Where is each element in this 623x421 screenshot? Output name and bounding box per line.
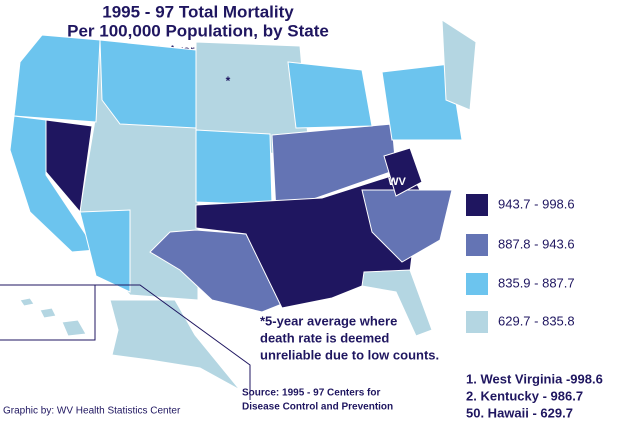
state-region <box>39 307 57 319</box>
state-region <box>361 269 433 337</box>
legend-swatch <box>466 273 488 295</box>
title: 1995 - 97 Total Mortality <box>102 2 294 21</box>
legend-label: 835.9 - 887.7 <box>498 275 575 290</box>
state-region <box>61 319 87 337</box>
hawaii-inset-border <box>0 284 96 341</box>
state-region <box>381 63 463 141</box>
state-region <box>361 189 453 263</box>
legend-swatch <box>466 234 488 256</box>
legend-label: 943.7 - 998.6 <box>498 196 575 211</box>
note-line: *5-year average where <box>260 313 397 328</box>
state-region <box>99 39 197 129</box>
legend-label: 629.7 - 835.8 <box>498 313 575 328</box>
note-line: unreliable due to low counts. <box>260 347 439 362</box>
note-line: death rate is deemed <box>260 330 389 345</box>
map-label: * <box>226 74 231 88</box>
source-line: Disease Control and Prevention <box>242 402 393 413</box>
subtitle: Per 100,000 Population, by State <box>67 21 329 40</box>
state-region <box>13 34 101 123</box>
legend-swatch <box>466 194 488 216</box>
state-region <box>109 299 241 391</box>
state-region <box>79 209 131 293</box>
legend-label: 887.8 - 943.6 <box>498 236 575 251</box>
state-region <box>19 297 35 307</box>
ranking: 50. Hawaii - 629.7 <box>466 405 573 420</box>
state-region <box>383 147 423 197</box>
ranking: 1. West Virginia -998.6 <box>466 371 603 386</box>
states <box>9 19 477 391</box>
credit: Graphic by: WV Health Statistics Center <box>3 406 181 417</box>
legend-swatch <box>466 311 488 333</box>
state-region <box>195 129 273 206</box>
state-region <box>441 19 477 111</box>
ranking: 2. Kentucky - 986.7 <box>466 388 583 403</box>
legend: 943.7 - 998.6 887.8 - 943.6 835.9 - 887.7 6… <box>466 194 575 333</box>
source-line: Source: 1995 - 97 Centers for <box>242 388 380 399</box>
state-region <box>287 61 373 129</box>
alaska-inset-border <box>95 284 251 400</box>
map-label: WV <box>388 176 406 188</box>
